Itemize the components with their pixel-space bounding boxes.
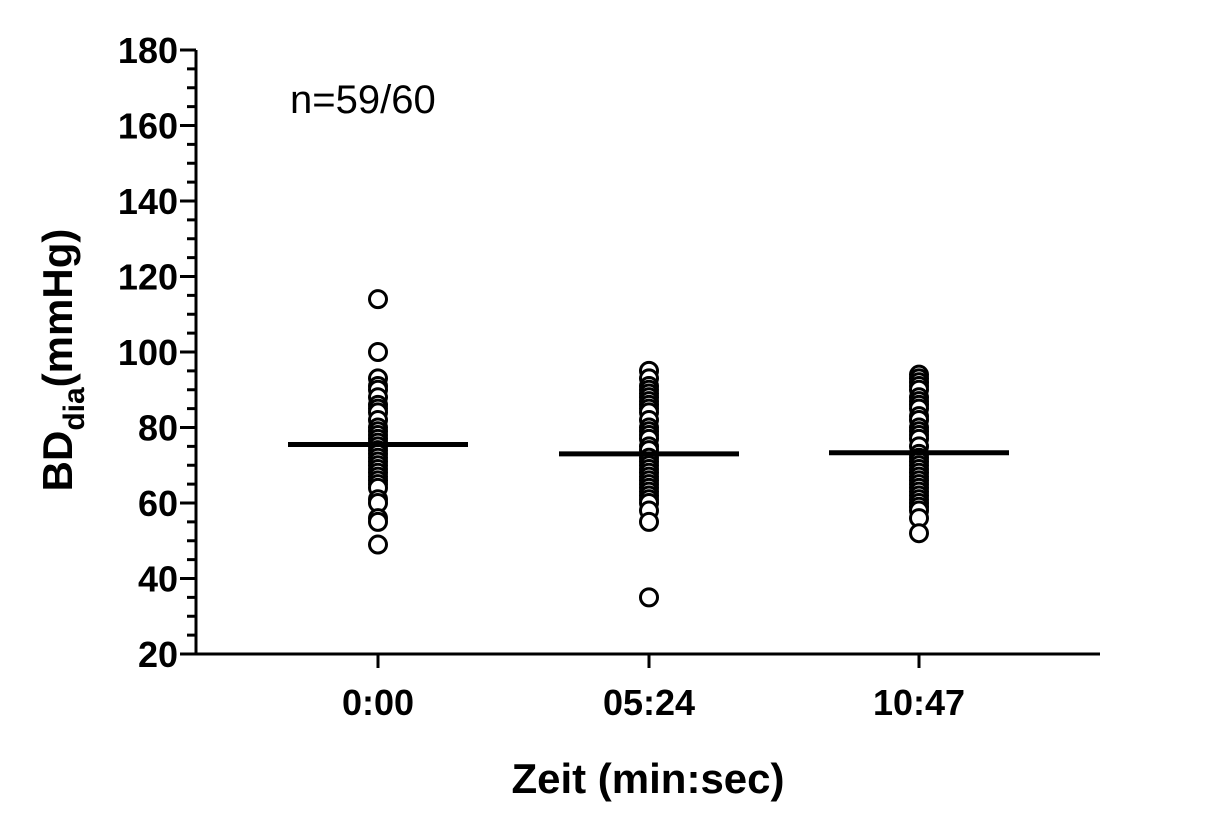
data-point [368,342,388,362]
y-axis-title-main: BD [34,431,81,492]
y-tick-label: 100 [118,332,178,373]
y-axis-title-unit: (mmHg) [34,229,81,388]
x-axis-ticks [376,654,921,668]
x-tick-label: 0:00 [342,682,414,723]
y-tick-label: 120 [118,257,178,298]
y-tick-label: 140 [118,181,178,222]
x-tick-label: 10:47 [873,682,965,723]
y-tick-label: 40 [138,559,178,600]
y-tick-label: 60 [138,483,178,524]
data-point [368,534,388,555]
data-point [639,511,659,532]
data-point [639,587,659,608]
y-axis-ticks [180,48,196,656]
x-tick-label: 05:24 [603,682,695,723]
y-tick-label: 160 [118,106,178,147]
y-axis-title: BDdia(mmHg) [34,229,91,492]
x-axis-title: Zeit (min:sec) [511,755,784,802]
mean-lines [288,441,1009,457]
x-axis-tick-labels: 0:00 05:24 10:47 [342,682,965,723]
y-axis-title-subscript: dia [58,387,91,431]
y-tick-label: 80 [138,408,178,449]
data-points [368,289,929,608]
data-point [909,523,929,544]
data-point [368,511,388,532]
y-tick-label: 180 [118,30,178,71]
sample-size-annotation: n=59/60 [290,78,436,122]
data-point [368,289,388,310]
y-axis-tick-labels: 20 40 60 80 100 120 140 160 180 [118,30,178,675]
y-tick-label: 20 [138,634,178,675]
